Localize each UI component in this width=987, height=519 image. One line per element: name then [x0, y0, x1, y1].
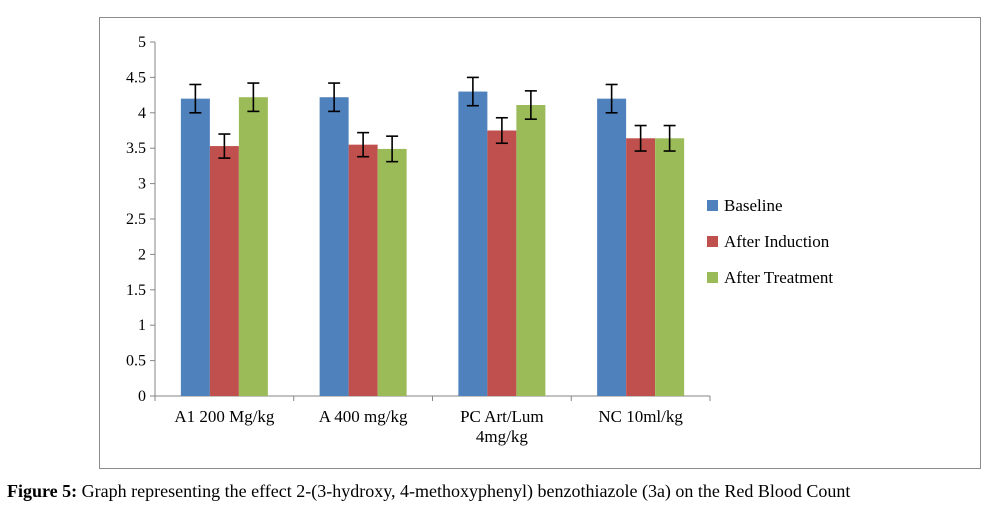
x-category-label: NC 10ml/kg [598, 407, 683, 426]
x-category-label: A1 200 Mg/kg [174, 407, 275, 426]
y-tick-label: 4 [138, 105, 146, 122]
bar-baseline [597, 98, 627, 396]
y-tick-label: 0 [138, 388, 146, 405]
legend-swatch [707, 236, 718, 247]
bar-after-treatment [655, 138, 685, 396]
bar-after-treatment [238, 97, 268, 396]
bar-baseline [319, 97, 349, 396]
legend-label: After Induction [724, 232, 830, 251]
y-tick-label: 3 [138, 176, 146, 193]
bar-after-induction [209, 146, 239, 396]
legend-swatch [707, 272, 718, 283]
bar-after-induction [626, 138, 656, 396]
bar-baseline [458, 91, 488, 396]
y-tick-label: 1.5 [126, 282, 146, 299]
legend-swatch [707, 200, 718, 211]
x-category-label: PC Art/Lum [460, 407, 544, 426]
y-tick-label: 4.5 [126, 69, 146, 86]
bar-baseline [180, 98, 210, 396]
y-tick-label: 2.5 [126, 211, 146, 228]
bar-chart: 0 0.5 1 1.5 2 2.5 3 3.5 4 4.5 5 A1 200 Mg/kg A 400 m… [126, 34, 833, 446]
y-tick-label: 0.5 [126, 353, 146, 370]
bar-after-induction [487, 130, 517, 396]
legend-label: After Treatment [724, 268, 833, 287]
x-category-label: A 400 mg/kg [319, 407, 408, 426]
chart-area: 0 0.5 1 1.5 2 2.5 3 3.5 4 4.5 5 A1 200 Mg/kg A 400 m… [99, 17, 981, 469]
y-tick-label: 5 [138, 34, 146, 51]
bar-after-treatment [377, 148, 407, 396]
y-tick-label: 2 [138, 246, 146, 263]
figure-caption: Figure 5: Graph representing the effect … [7, 481, 982, 502]
x-category-label: 4mg/kg [476, 427, 528, 446]
caption-text: Graph representing the effect 2-(3-hydro… [77, 481, 851, 501]
y-tick-label: 1 [138, 317, 146, 334]
legend-label: Baseline [724, 196, 783, 215]
y-tick-label: 3.5 [126, 140, 146, 157]
bar-after-induction [348, 144, 378, 396]
caption-label: Figure 5: [7, 481, 78, 501]
bar-after-treatment [516, 105, 546, 397]
